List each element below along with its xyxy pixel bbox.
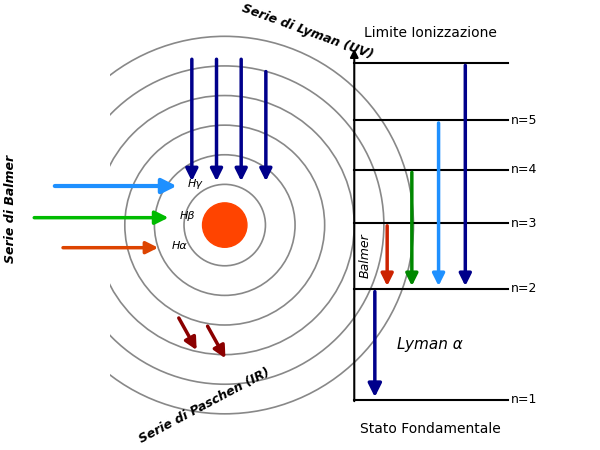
Text: Serie di Balmer: Serie di Balmer: [4, 154, 17, 263]
Text: Limite Ionizzazione: Limite Ionizzazione: [364, 26, 497, 40]
Text: n=4: n=4: [511, 163, 537, 176]
Text: Hγ: Hγ: [188, 179, 203, 189]
Text: Balmer: Balmer: [358, 234, 371, 278]
Text: n=3: n=3: [511, 216, 537, 230]
Text: Hα: Hα: [171, 241, 187, 251]
Text: n=1: n=1: [511, 393, 537, 406]
Text: n=2: n=2: [511, 282, 537, 295]
Text: Serie di Paschen (IR): Serie di Paschen (IR): [137, 366, 272, 446]
Text: n=5: n=5: [511, 114, 537, 127]
Circle shape: [203, 203, 247, 248]
Text: Hβ: Hβ: [179, 211, 195, 221]
Text: Stato Fondamentale: Stato Fondamentale: [360, 423, 501, 436]
Text: Serie di Lyman (UV): Serie di Lyman (UV): [239, 2, 374, 62]
Text: Lyman α: Lyman α: [397, 337, 463, 352]
